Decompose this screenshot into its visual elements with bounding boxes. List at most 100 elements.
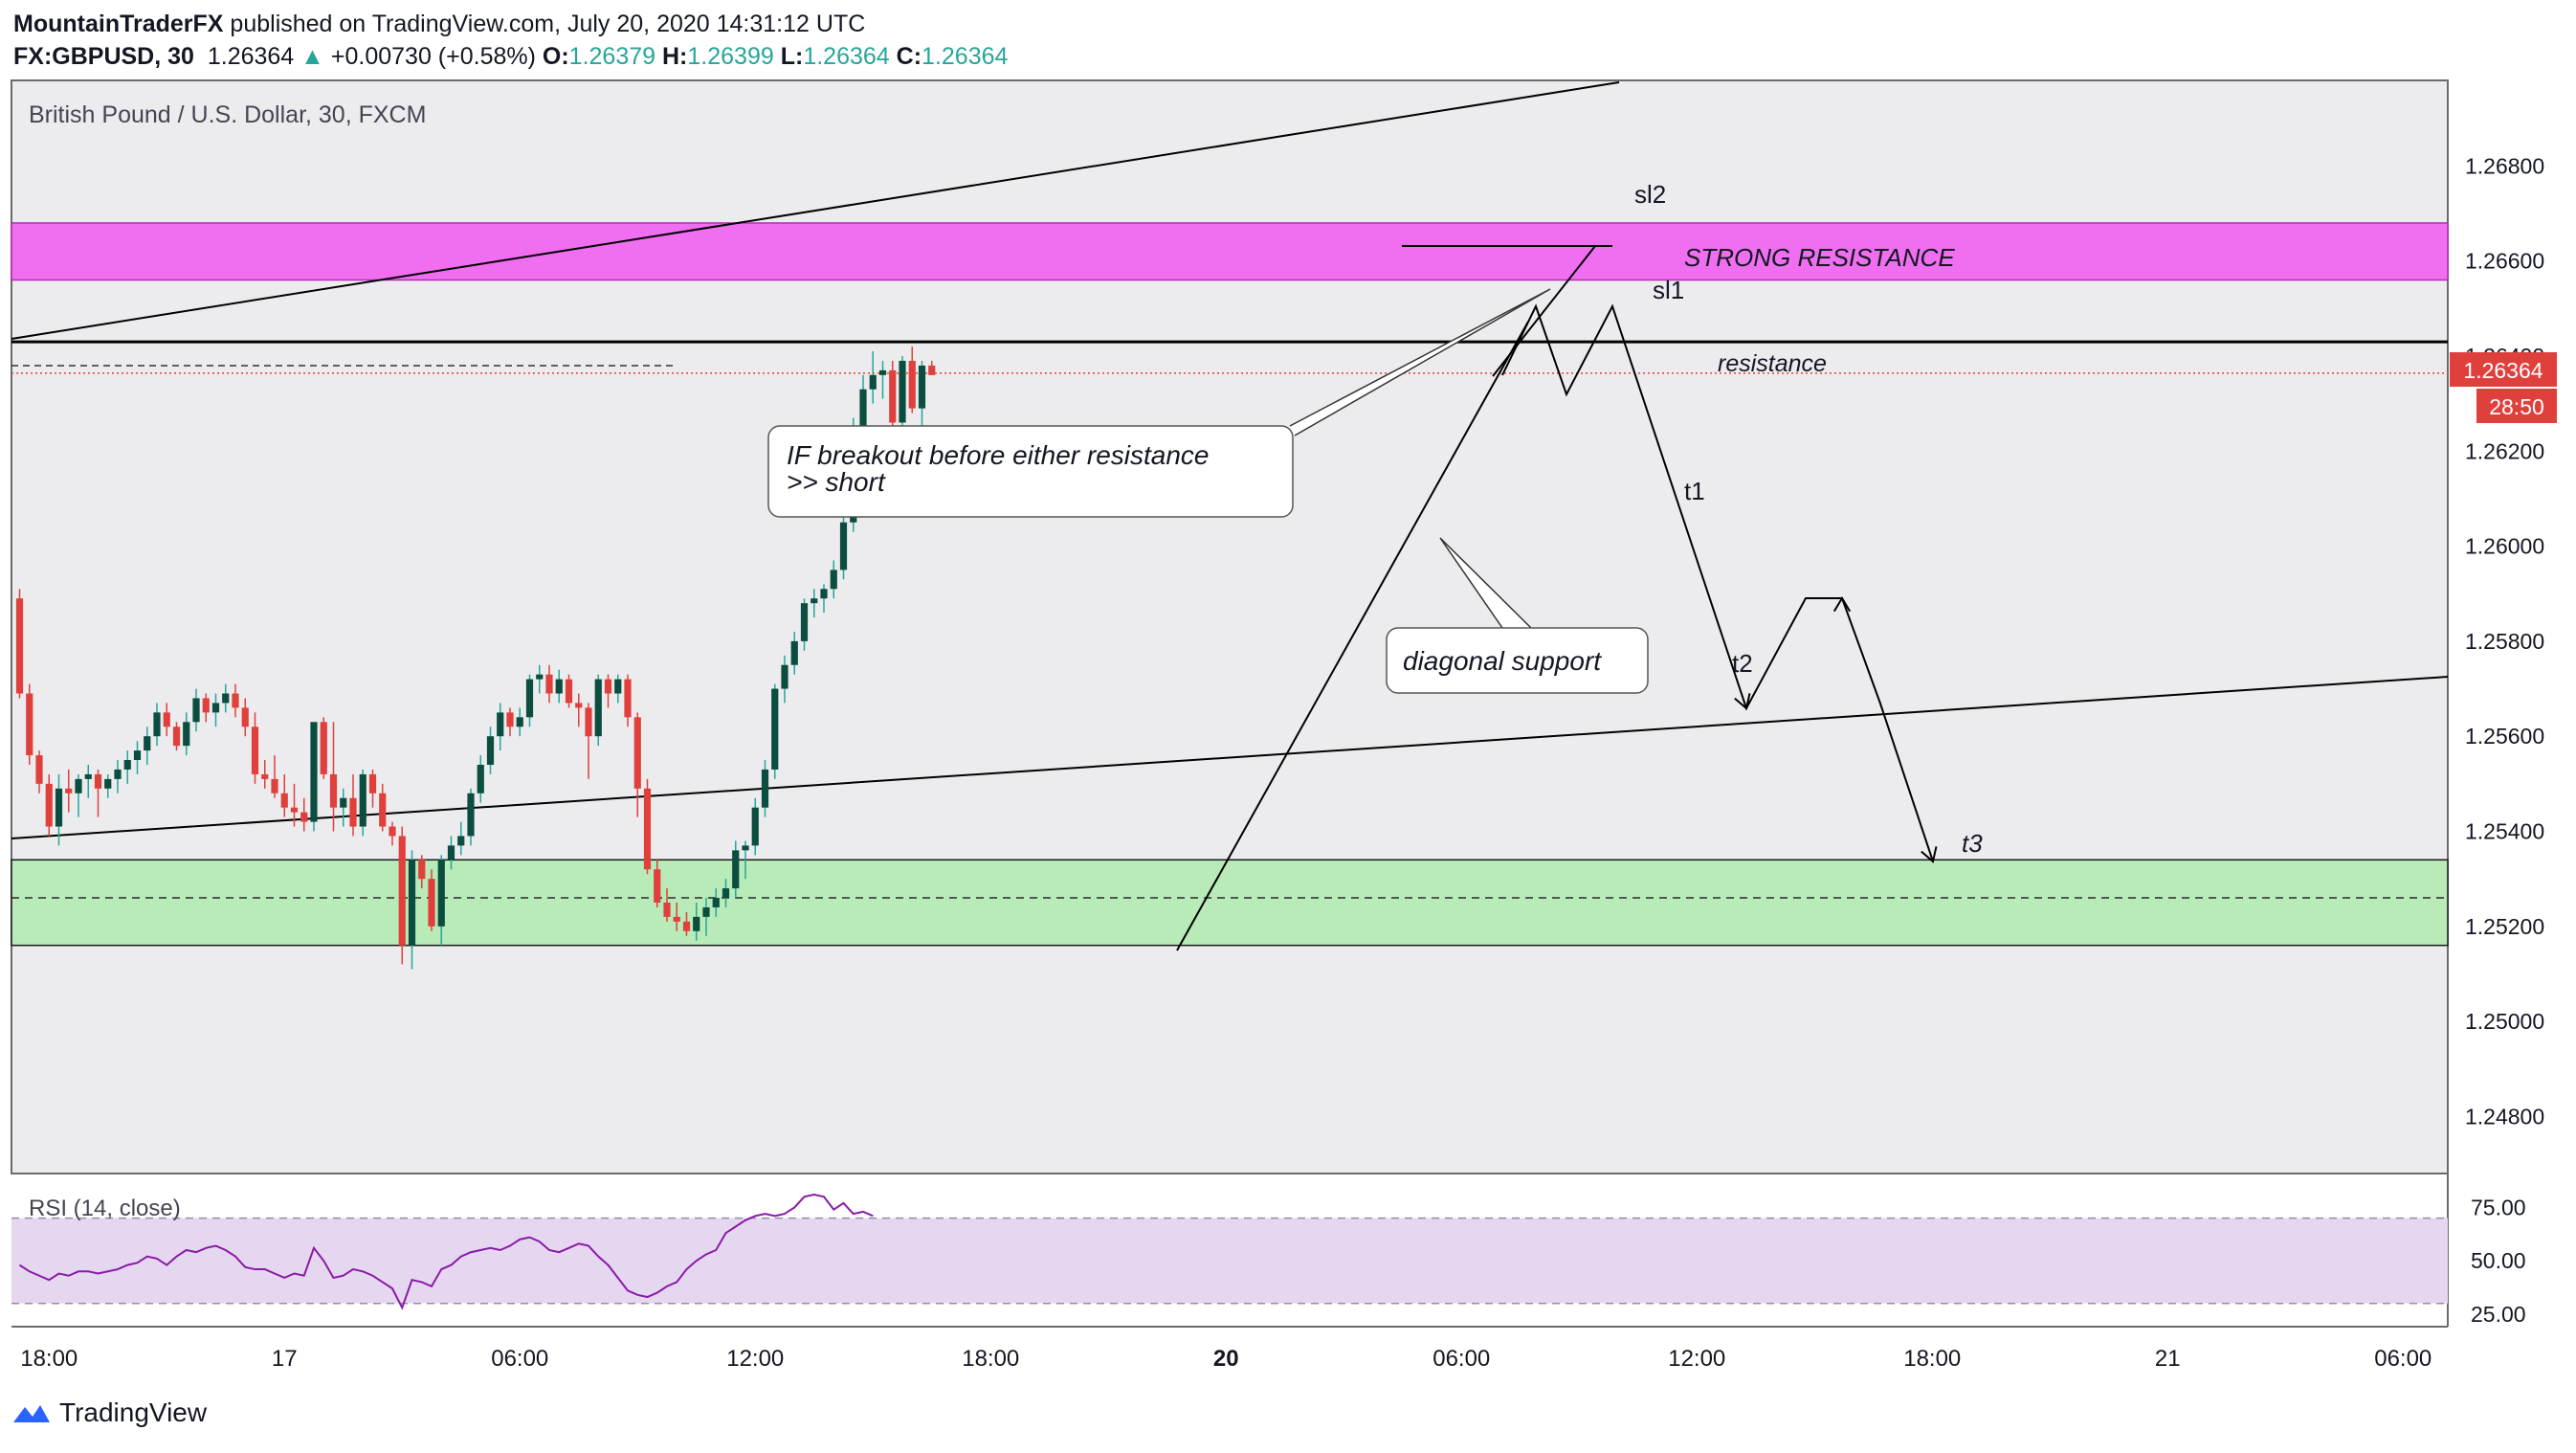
candle-body (643, 788, 652, 870)
low-value: 1.26364 (803, 43, 890, 70)
candle-body (820, 589, 828, 599)
price-tick-label: 1.26800 (2465, 153, 2544, 178)
candle-body (329, 773, 338, 808)
strong-resistance-label: STRONG RESISTANCE (1684, 243, 1955, 272)
candle-body (15, 598, 24, 694)
support-zone (11, 859, 2449, 947)
publish-line: MountainTraderFX published on TradingVie… (13, 8, 1008, 40)
candle-body (594, 679, 602, 737)
candle-body (84, 773, 92, 779)
candle-body (123, 760, 131, 770)
candle-body (751, 807, 759, 846)
candle-body (241, 707, 249, 727)
candle-body (222, 693, 230, 704)
candle-body (45, 783, 53, 827)
breakout-callout-pointer (1289, 288, 1551, 436)
annotation-layer: IF breakout before either resistance>> s… (767, 180, 1983, 858)
candle-body (280, 793, 288, 808)
upper-trendline (11, 81, 1620, 340)
candle-body (94, 773, 102, 789)
time-tick-label: 06:00 (491, 1346, 548, 1372)
rsi-line (18, 1194, 874, 1310)
rsi-pane[interactable]: RSI (14, close) 75.00 50.00 25.00 (11, 1194, 2526, 1327)
low-label: L: (780, 43, 804, 70)
candle-body (486, 736, 495, 765)
candle-body (457, 836, 465, 846)
strong-resistance-zone (11, 222, 2449, 281)
countdown-badge: 28:50 (2476, 389, 2557, 423)
candle-body (418, 860, 426, 880)
candle-body (251, 726, 259, 774)
candle-body (506, 712, 514, 727)
time-axis[interactable]: 18:00 17 06:00 12:00 18:00 20 06:00 12:00 18:00 2… (20, 1346, 2576, 1372)
sl2-projection-line (1492, 245, 1596, 377)
price-tick-label: 1.25800 (2465, 629, 2544, 654)
time-tick-label: 06:00 (2374, 1346, 2432, 1372)
change-arrow-icon: ▲ (300, 43, 324, 70)
candle-body (722, 888, 730, 899)
candle-body (172, 726, 181, 747)
candle-body (536, 674, 544, 680)
candle-body (261, 773, 269, 779)
candle-body (516, 717, 523, 727)
price-axis[interactable]: 1.268001.266001.264001.262001.260001.258… (2465, 153, 2544, 1129)
tradingview-logo-icon (13, 1405, 50, 1422)
candle-body (26, 693, 33, 756)
candle-body (232, 693, 239, 708)
candle-body (771, 688, 779, 770)
candle-body (790, 640, 798, 665)
candle-body (211, 703, 220, 713)
last-price: 1.26364 (207, 43, 295, 70)
candle-body (75, 778, 82, 794)
candle-body (585, 707, 592, 737)
candle-body (712, 898, 720, 907)
candle-body (320, 722, 327, 774)
candle-body (869, 374, 877, 390)
rsi-label: RSI (14, close) (29, 1196, 181, 1221)
sl2-label: sl2 (1634, 180, 1666, 209)
t3-label: t3 (1962, 829, 1983, 858)
time-tick-label: 17 (272, 1346, 298, 1372)
price-tick-label: 1.25400 (2465, 819, 2544, 844)
high-value: 1.26399 (687, 43, 774, 70)
candle-body (428, 879, 435, 927)
candle-body (673, 916, 680, 922)
candle-body (889, 369, 897, 423)
high-label: H: (662, 43, 688, 70)
close-label: C: (896, 43, 922, 70)
candle-body (742, 845, 749, 851)
t1-label: t1 (1684, 477, 1705, 505)
candle-body (702, 906, 710, 917)
price-tick-label: 1.24800 (2465, 1104, 2544, 1129)
candle-body (545, 674, 553, 694)
close-value: 1.26364 (922, 43, 1009, 70)
author-name[interactable]: MountainTraderFX (13, 11, 224, 37)
candle-body (899, 360, 906, 423)
rsi-tick-label: 50.00 (2471, 1248, 2526, 1273)
t2-arrow-icon (1832, 596, 1852, 613)
sl1-label: sl1 (1653, 276, 1684, 304)
candle-body (183, 722, 190, 747)
candle-body (104, 778, 112, 789)
candle-body (663, 902, 671, 917)
candle-body (447, 845, 455, 861)
time-tick-label: 21 (2155, 1346, 2181, 1372)
candle-body (800, 603, 809, 641)
candle-body (781, 664, 788, 689)
candle-body (133, 750, 142, 761)
price-tick-label: 1.26600 (2465, 249, 2544, 274)
candle-body (811, 598, 818, 604)
candle-body (153, 712, 161, 737)
candle-body (340, 797, 347, 808)
candle-body (732, 850, 740, 889)
time-tick-label: 20 (1213, 1346, 1239, 1372)
time-tick-label: 18:00 (1903, 1346, 1961, 1372)
price-tick-label: 1.26000 (2465, 534, 2544, 559)
candle-body (878, 369, 887, 375)
rsi-tick-label: 75.00 (2471, 1195, 2526, 1219)
candle-body (144, 736, 151, 751)
tradingview-logo[interactable]: TradingView (11, 1397, 207, 1428)
diagonal-support-label: diagonal support (1403, 646, 1602, 676)
candle-body (830, 570, 837, 590)
